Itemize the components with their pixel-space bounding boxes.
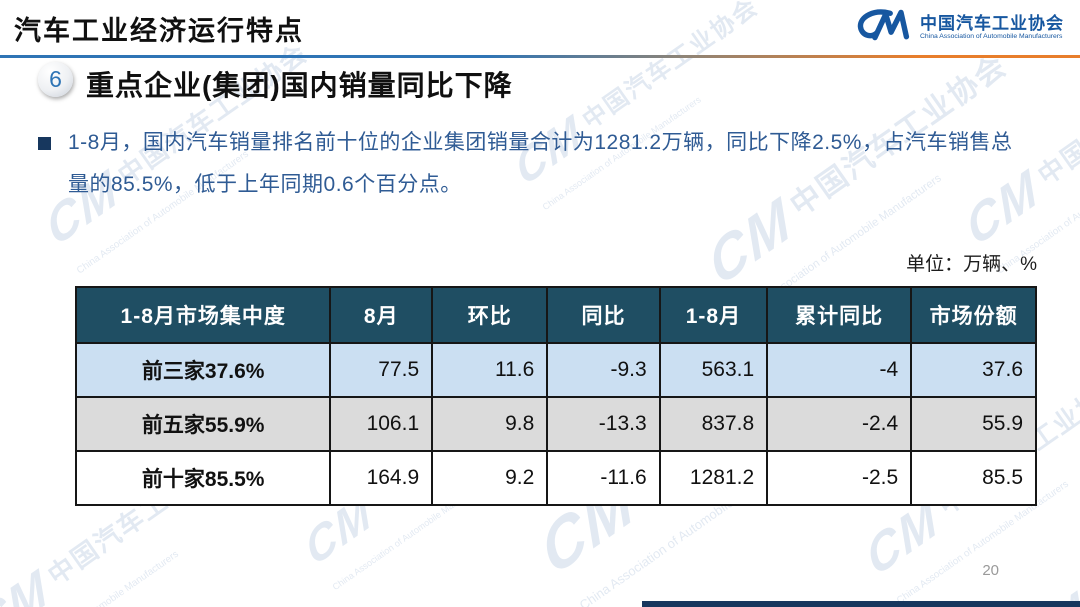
- table-cell: 106.1: [329, 396, 434, 452]
- table-cell: 37.6: [910, 342, 1037, 398]
- table-cell: 9.2: [431, 450, 549, 506]
- caam-logo-icon: [854, 7, 912, 48]
- bottom-accent-bar: [642, 601, 1080, 607]
- table-cell: -9.3: [546, 342, 661, 398]
- column-header: 市场份额: [910, 286, 1037, 344]
- logo-name-cn: 中国汽车工业协会: [920, 13, 1064, 33]
- column-header: 累计同比: [766, 286, 913, 344]
- watermark-text: 中国汽车工业协会: [577, 0, 764, 135]
- row-label: 前五家55.9%: [74, 396, 332, 452]
- market-concentration-table: 1-8月市场集中度 8月 环比 同比 1-8月 累计同比 市场份额 前三家37.6% 77.5…: [74, 286, 1037, 506]
- logo-name-en: China Association of Automobile Manufact…: [920, 33, 1063, 41]
- table-row: 前三家37.6% 77.5 11.6 -9.3 563.1 -4 37.6: [74, 342, 1037, 398]
- table-cell: 9.8: [431, 396, 549, 452]
- table-cell: -13.3: [546, 396, 661, 452]
- watermark-subtext: China Association of Automobile Manufact…: [5, 549, 181, 607]
- header-divider: [0, 55, 1080, 58]
- table-cell: -2.5: [766, 450, 913, 506]
- column-header: 8月: [329, 286, 434, 344]
- column-header: 同比: [546, 286, 661, 344]
- section-heading: 重点企业(集团)国内销量同比下降: [86, 70, 513, 101]
- row-label: 前三家37.6%: [74, 342, 332, 398]
- table-body: 前三家37.6% 77.5 11.6 -9.3 563.1 -4 37.6 前五家55.9% 1…: [74, 342, 1037, 506]
- table-cell: 77.5: [329, 342, 434, 398]
- table-header-row: 1-8月市场集中度 8月 环比 同比 1-8月 累计同比 市场份额: [74, 286, 1037, 344]
- table-row: 前十家85.5% 164.9 9.2 -11.6 1281.2 -2.5 85.5: [74, 450, 1037, 506]
- row-label: 前十家85.5%: [74, 450, 332, 506]
- table-row: 前五家55.9% 106.1 9.8 -13.3 837.8 -2.4 55.9: [74, 396, 1037, 452]
- table-cell: 837.8: [658, 396, 769, 452]
- caam-logo: 中国汽车工业协会 China Association of Automobile…: [854, 7, 1064, 48]
- bullet-square-icon: [38, 137, 51, 150]
- unit-label: 单位：万辆、%: [906, 254, 1037, 275]
- column-header: 环比: [431, 286, 549, 344]
- table-cell: 55.9: [910, 396, 1037, 452]
- table-cell: 563.1: [658, 342, 769, 398]
- column-header: 1-8月市场集中度: [74, 286, 332, 344]
- bullet-text: 1-8月，国内汽车销量排名前十位的企业集团销量合计为1281.2万辆，同比下降2…: [68, 131, 1013, 196]
- section-number-badge: 6: [38, 62, 73, 97]
- page-title: 汽车工业经济运行特点: [14, 16, 304, 46]
- watermark-text: 中国汽车工业协会: [1032, 37, 1080, 191]
- table-cell: -11.6: [546, 450, 661, 506]
- table-cell: 85.5: [910, 450, 1037, 506]
- table-cell: 11.6: [431, 342, 549, 398]
- caam-logo-icon: CM: [0, 557, 55, 607]
- table-cell: -4: [766, 342, 913, 398]
- column-header: 1-8月: [658, 286, 769, 344]
- table-cell: 164.9: [329, 450, 434, 506]
- bullet-item: 1-8月，国内汽车销量排名前十位的企业集团销量合计为1281.2万辆，同比下降2…: [38, 122, 1018, 206]
- table-cell: 1281.2: [658, 450, 769, 506]
- page-number: 20: [982, 562, 999, 579]
- table-cell: -2.4: [766, 396, 913, 452]
